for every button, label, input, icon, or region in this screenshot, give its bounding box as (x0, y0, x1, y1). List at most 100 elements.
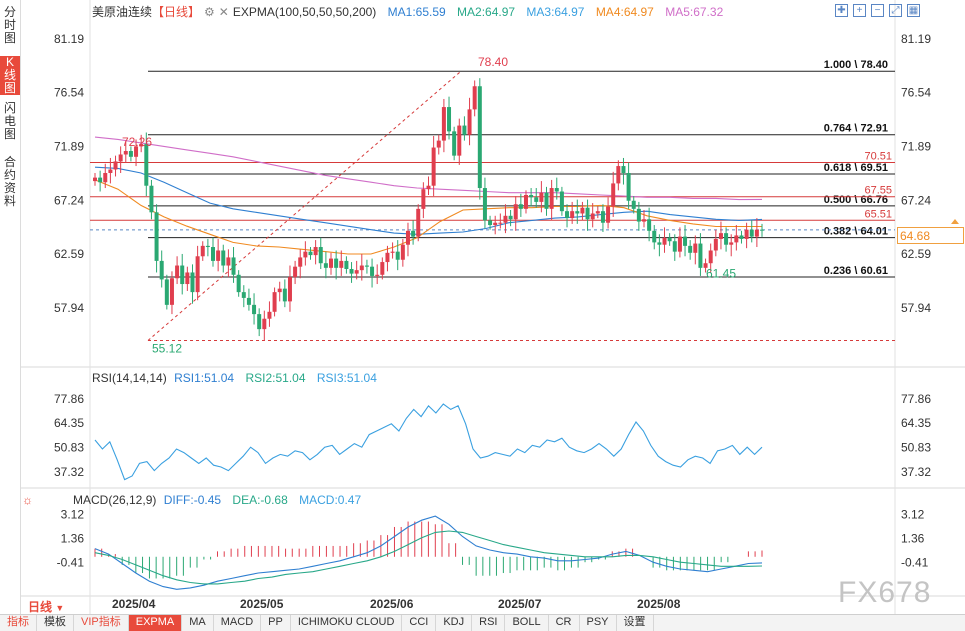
tab-kline[interactable]: K线图 (0, 56, 20, 95)
indicator-tab[interactable]: BOLL (505, 615, 549, 631)
indicator-tab[interactable]: MACD (214, 615, 262, 631)
candle-body (585, 207, 590, 220)
rsi3-value: RSI3:51.04 (316, 371, 377, 385)
candle-body (447, 107, 452, 132)
chart-canvas[interactable]: 81.19 81.19 76.54 76.54 71.89 71.89 67.24 67.24… (0, 0, 965, 614)
candle-body (641, 219, 646, 222)
candle-body (344, 260, 349, 269)
candle-body (600, 211, 605, 223)
indicator-tab[interactable]: EXPMA (128, 615, 183, 631)
close-icon[interactable]: ✕ (218, 5, 229, 19)
candle-body (513, 204, 518, 220)
fib-trend-line (147, 70, 462, 341)
indicator-tab[interactable]: MA (182, 615, 214, 631)
indicator-tab[interactable]: PSY (580, 615, 617, 631)
candle-body (339, 260, 344, 268)
indicator-tab[interactable]: KDJ (436, 615, 473, 631)
date-tick-label: 2025/08 (637, 597, 681, 611)
candle-body (241, 292, 246, 298)
indicator-tab[interactable]: CCI (402, 615, 437, 631)
period-selector[interactable]: 日线 ▼ (28, 598, 64, 615)
candle-body (708, 250, 713, 264)
candle-body (724, 233, 729, 245)
indicator-tab[interactable]: RSI (472, 615, 506, 631)
zoom-in-icon[interactable]: + (853, 4, 866, 17)
fib-level-label: 1.000 \ 78.40 (824, 59, 888, 71)
candle-body (103, 172, 108, 183)
candle-body (739, 235, 744, 239)
candle-body (313, 247, 318, 256)
candle-body (195, 256, 200, 293)
zoom-out-icon[interactable]: − (871, 4, 884, 17)
candle-body (411, 230, 416, 237)
grid-icon[interactable]: ▦ (907, 4, 920, 17)
fullscreen-icon[interactable]: ⤢ (889, 4, 902, 17)
chart-toolbar: ✚ + − ⤢ ▦ (830, 2, 920, 17)
price-tick-label: 81.19 (54, 32, 84, 46)
candle-body (334, 258, 339, 268)
candle-body (431, 147, 436, 186)
candle-body (508, 215, 513, 220)
rsi-title: RSI(14,14,14) (92, 371, 167, 385)
candle-body (693, 243, 698, 253)
price-tick-label: 67.24 (901, 193, 931, 207)
candle-body (416, 208, 421, 237)
candle-body (375, 274, 380, 276)
indicator-tab[interactable]: 模板 (37, 615, 74, 631)
candle-body (518, 204, 523, 209)
candle-body (595, 211, 600, 214)
indicator-tab[interactable]: CR (549, 615, 580, 631)
candle-body (134, 146, 139, 157)
candle-body (272, 292, 277, 312)
candle-body (677, 236, 682, 252)
candle-body (421, 189, 426, 209)
candle-body (364, 265, 369, 267)
indicator-tab[interactable]: PP (261, 615, 291, 631)
candle-body (549, 188, 554, 209)
candle-body (477, 86, 482, 189)
candle-body (308, 251, 313, 256)
indicator-tab[interactable]: VIP指标 (74, 615, 129, 631)
candle-body (169, 278, 174, 305)
settings-gear-icon[interactable]: ⚙ (204, 5, 215, 19)
candle-body (395, 251, 400, 260)
high-annotation: 78.40 (478, 55, 508, 69)
candle-body (98, 177, 103, 183)
candle-body (482, 188, 487, 221)
tab-timeshare[interactable]: 分时图 (4, 5, 17, 45)
candle-body (760, 229, 764, 231)
candle-body (647, 219, 652, 231)
candle-body (93, 177, 97, 182)
macd-diff-line (94, 515, 763, 590)
macd-settings-icon[interactable]: ☼ (22, 493, 33, 507)
candle-body (113, 161, 118, 170)
tab-contract-info[interactable]: 合约资料 (4, 155, 17, 208)
candle-body (359, 265, 364, 271)
watermark-logo: FX678 (838, 576, 932, 609)
indicator-tab[interactable]: 设置 (617, 615, 654, 631)
candle-body (616, 166, 621, 184)
candle-body (688, 245, 693, 253)
candle-body (267, 311, 272, 319)
rsi-tick-label: 50.83 (901, 441, 931, 455)
candle-body (149, 185, 154, 213)
fib-level-label: 0.764 \ 72.91 (824, 123, 888, 135)
rsi1-value: RSI1:51.04 (174, 371, 235, 385)
indicator-tab[interactable]: 指标 (0, 615, 37, 631)
rsi2-value: RSI2:51.04 (245, 371, 306, 385)
candle-body (729, 242, 734, 245)
candle-body (200, 245, 205, 257)
macd-legend: ☼ MACD(26,12,9) DIFF:-0.45 DEA:-0.68 MACD… (22, 493, 369, 507)
tab-lightning[interactable]: 闪电图 (4, 101, 17, 141)
crosshair-icon[interactable]: ✚ (835, 4, 848, 17)
indicator-tab[interactable]: ICHIMOKU CLOUD (291, 615, 403, 631)
candle-body (400, 244, 405, 260)
candle-body (370, 266, 375, 276)
ma3-value: MA3:64.97 (526, 5, 585, 19)
candle-body (349, 268, 354, 274)
left-sidebar: 分时图 K线图 闪电图 合约资料 (0, 0, 21, 614)
candle-body (559, 191, 564, 212)
candle-body (544, 192, 549, 209)
indicator-name: EXPMA(100,50,50,50,200) (232, 5, 377, 19)
price-tick-label: 76.54 (901, 86, 931, 100)
